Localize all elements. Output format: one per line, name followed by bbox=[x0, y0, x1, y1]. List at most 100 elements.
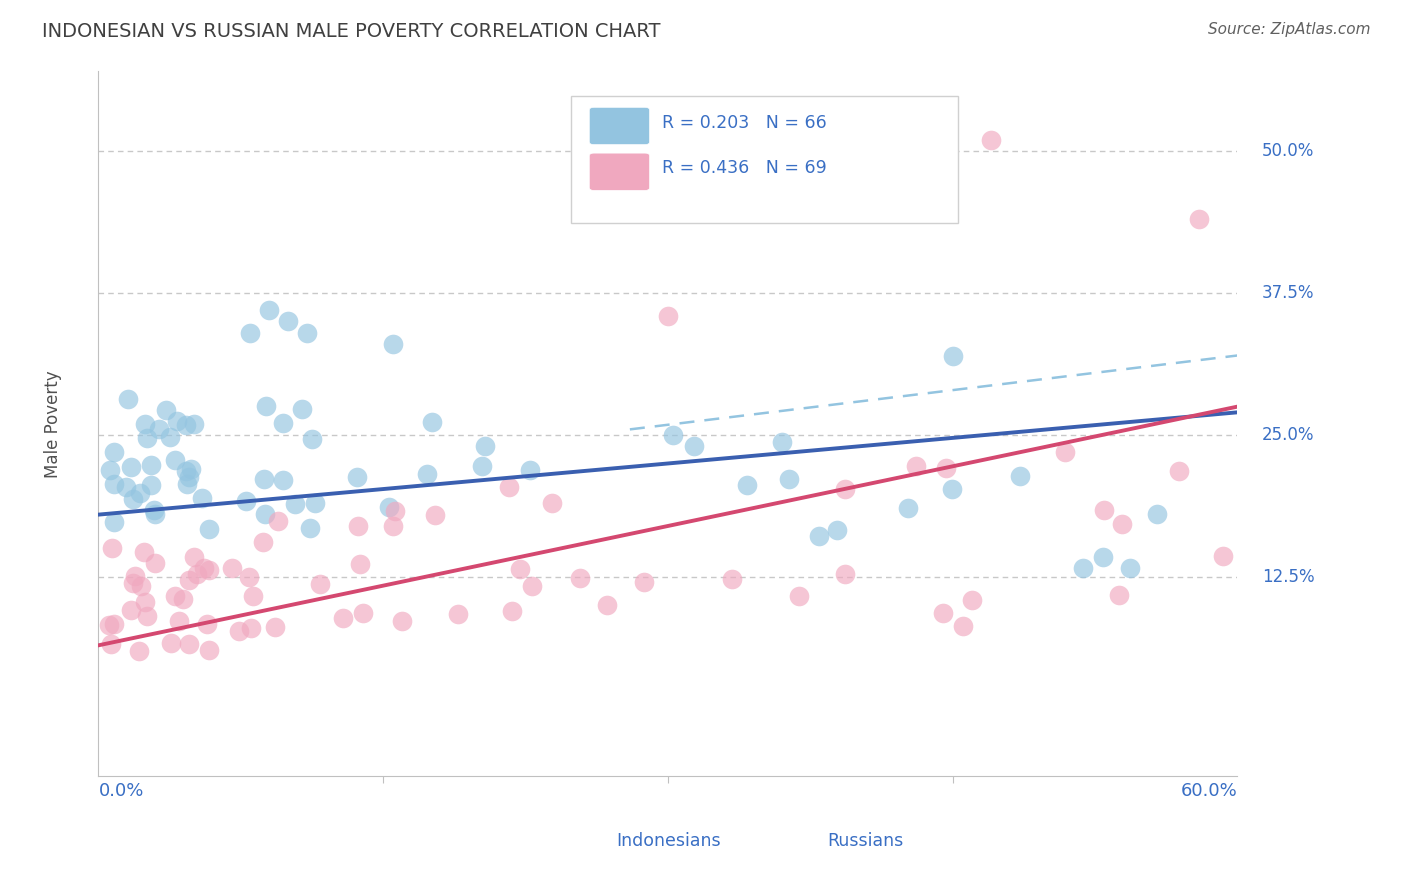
Text: 37.5%: 37.5% bbox=[1263, 284, 1315, 302]
Point bbox=[382, 519, 405, 533]
Point bbox=[221, 561, 243, 575]
Point bbox=[239, 621, 262, 635]
Point bbox=[198, 563, 221, 577]
Point bbox=[501, 604, 523, 618]
Point bbox=[252, 534, 274, 549]
Point bbox=[596, 599, 619, 613]
Point bbox=[291, 402, 314, 417]
Point bbox=[195, 616, 218, 631]
Point bbox=[134, 417, 156, 431]
Point bbox=[298, 521, 321, 535]
Point bbox=[1071, 561, 1094, 575]
Point bbox=[657, 309, 679, 323]
Point bbox=[143, 556, 166, 570]
Point bbox=[297, 326, 319, 340]
Point bbox=[253, 472, 276, 486]
Point bbox=[228, 624, 250, 638]
Point bbox=[378, 500, 401, 514]
Point bbox=[183, 417, 205, 432]
Point bbox=[904, 459, 927, 474]
Point bbox=[471, 458, 494, 473]
Point bbox=[166, 414, 188, 428]
Point bbox=[540, 496, 562, 510]
Point bbox=[277, 314, 299, 328]
Point bbox=[779, 473, 801, 487]
Point bbox=[142, 503, 165, 517]
Point bbox=[735, 478, 758, 492]
Point bbox=[155, 402, 177, 417]
Point bbox=[134, 594, 156, 608]
FancyBboxPatch shape bbox=[589, 107, 650, 145]
Point bbox=[120, 460, 142, 475]
Point bbox=[509, 562, 531, 576]
Point bbox=[942, 349, 965, 363]
FancyBboxPatch shape bbox=[571, 96, 959, 223]
Point bbox=[160, 636, 183, 650]
Point bbox=[197, 643, 219, 657]
Point bbox=[353, 606, 375, 620]
Point bbox=[163, 452, 186, 467]
Point bbox=[97, 617, 120, 632]
Point bbox=[117, 392, 139, 406]
Point bbox=[498, 480, 520, 494]
Point bbox=[420, 415, 443, 429]
Point bbox=[121, 576, 143, 591]
Point bbox=[254, 399, 277, 413]
Point bbox=[238, 570, 260, 584]
FancyBboxPatch shape bbox=[779, 807, 823, 835]
Point bbox=[129, 486, 152, 500]
Point bbox=[1108, 588, 1130, 602]
Point bbox=[522, 579, 544, 593]
FancyBboxPatch shape bbox=[589, 153, 650, 191]
Point bbox=[271, 473, 294, 487]
Point bbox=[124, 569, 146, 583]
Point bbox=[134, 545, 156, 559]
Point bbox=[159, 429, 181, 443]
Point bbox=[163, 589, 186, 603]
Point bbox=[416, 467, 439, 481]
Point bbox=[932, 606, 955, 620]
Point bbox=[662, 427, 685, 442]
Point bbox=[633, 575, 655, 590]
Point bbox=[519, 463, 541, 477]
Point bbox=[242, 589, 264, 603]
Point bbox=[284, 497, 307, 511]
Point bbox=[347, 519, 370, 533]
Point bbox=[174, 464, 197, 478]
Point bbox=[135, 432, 157, 446]
Point bbox=[129, 579, 152, 593]
Point bbox=[167, 614, 190, 628]
Point bbox=[349, 557, 371, 571]
Point bbox=[176, 477, 198, 491]
Point bbox=[935, 461, 957, 475]
Text: Indonesians: Indonesians bbox=[617, 832, 721, 850]
Point bbox=[115, 480, 138, 494]
Point bbox=[960, 592, 983, 607]
Point bbox=[259, 303, 281, 318]
Point bbox=[301, 432, 323, 446]
Point bbox=[148, 421, 170, 435]
Point bbox=[1146, 507, 1168, 521]
Point bbox=[1010, 468, 1032, 483]
Point bbox=[787, 589, 810, 603]
Point bbox=[103, 476, 125, 491]
Text: 12.5%: 12.5% bbox=[1263, 568, 1315, 586]
FancyBboxPatch shape bbox=[568, 807, 612, 835]
Point bbox=[1167, 463, 1189, 477]
Text: Source: ZipAtlas.com: Source: ZipAtlas.com bbox=[1208, 22, 1371, 37]
Point bbox=[264, 620, 287, 634]
Point bbox=[834, 566, 856, 581]
Point bbox=[180, 461, 202, 475]
Point bbox=[128, 644, 150, 658]
Point bbox=[100, 541, 122, 555]
Point bbox=[103, 617, 125, 632]
Text: Russians: Russians bbox=[827, 832, 904, 850]
Point bbox=[834, 482, 856, 496]
Point bbox=[186, 567, 208, 582]
Point bbox=[952, 618, 974, 632]
Text: R = 0.203   N = 66: R = 0.203 N = 66 bbox=[662, 113, 827, 132]
Text: 25.0%: 25.0% bbox=[1263, 426, 1315, 444]
Point bbox=[143, 508, 166, 522]
Point bbox=[941, 482, 963, 496]
Point bbox=[239, 326, 262, 340]
